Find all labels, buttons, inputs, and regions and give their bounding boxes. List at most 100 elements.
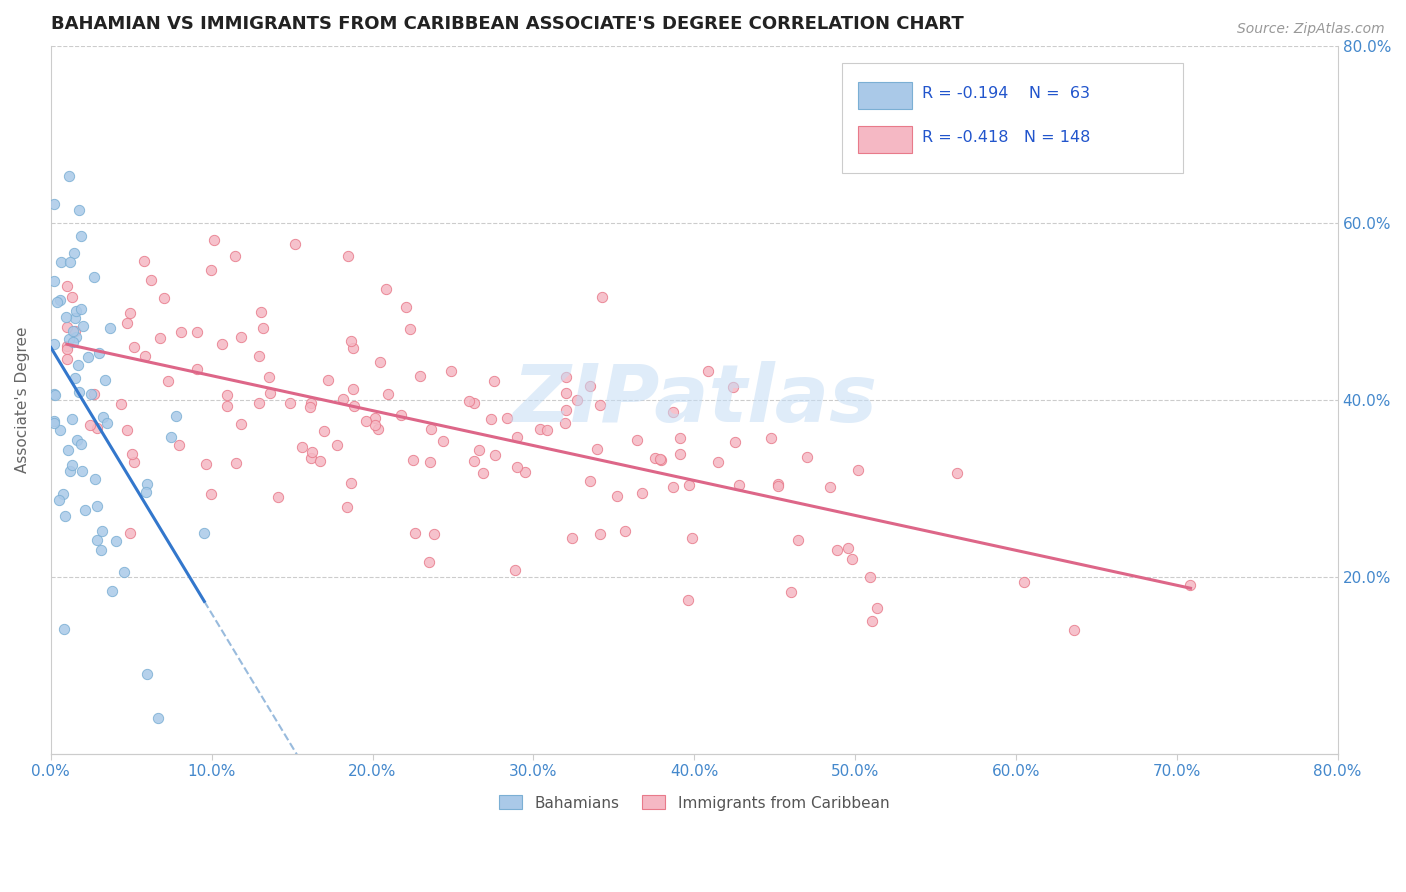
Point: [515, 466, 537, 480]
Point: [45, 295, 67, 310]
Point: [786, 533, 808, 548]
Point: [121, 447, 143, 461]
Point: [529, 422, 551, 436]
Point: [588, 398, 610, 412]
Point: [200, 262, 222, 277]
Point: [837, 541, 859, 555]
Legend: Bahamians, Immigrants from Caribbean: Bahamians, Immigrants from Caribbean: [494, 789, 896, 817]
Point: [200, 486, 222, 500]
Point: [678, 478, 700, 492]
Point: [67, 202, 90, 217]
Point: [115, 423, 138, 437]
Point: [354, 414, 377, 428]
Point: [169, 437, 191, 451]
Point: [58, 442, 80, 457]
Point: [337, 249, 360, 263]
Point: [42, 414, 65, 428]
Point: [316, 373, 339, 387]
Point: [252, 321, 274, 335]
Point: [669, 447, 692, 461]
Text: Source: ZipAtlas.com: Source: ZipAtlas.com: [1237, 22, 1385, 37]
Point: [395, 300, 418, 314]
FancyBboxPatch shape: [858, 127, 911, 153]
Point: [83, 270, 105, 285]
Point: [170, 325, 193, 339]
Point: [69, 229, 91, 244]
Point: [440, 364, 463, 378]
Point: [343, 399, 366, 413]
Point: [865, 600, 887, 615]
Point: [554, 416, 576, 430]
Point: [67, 384, 90, 399]
Point: [224, 249, 246, 263]
Point: [122, 455, 145, 469]
Point: [105, 533, 128, 548]
Point: [229, 330, 252, 344]
Point: [58, 254, 80, 268]
Point: [52, 487, 75, 501]
Point: [796, 450, 818, 464]
Point: [98, 321, 121, 335]
Point: [463, 395, 485, 409]
Point: [506, 430, 529, 444]
Point: [560, 531, 582, 545]
Point: [42, 197, 65, 211]
Point: [301, 445, 323, 459]
Point: [62, 335, 84, 350]
Point: [117, 316, 139, 330]
Point: [134, 253, 156, 268]
Point: [339, 334, 361, 349]
Point: [247, 395, 270, 409]
Point: [52, 622, 75, 636]
Point: [69, 436, 91, 450]
Point: [86, 421, 108, 435]
Point: [697, 364, 720, 378]
Point: [681, 531, 703, 545]
Point: [1063, 623, 1085, 637]
Point: [124, 340, 146, 354]
Y-axis label: Associate's Degree: Associate's Degree: [15, 326, 30, 473]
Point: [96, 416, 118, 430]
Point: [60, 290, 83, 304]
Point: [86, 500, 108, 514]
Point: [160, 430, 183, 444]
Point: [463, 453, 485, 467]
Point: [457, 394, 479, 409]
Point: [225, 456, 247, 470]
Point: [278, 396, 301, 410]
Point: [62, 324, 84, 338]
Point: [60, 458, 83, 472]
Point: [721, 380, 744, 394]
Point: [291, 440, 314, 454]
Point: [555, 403, 578, 417]
Point: [422, 527, 444, 541]
Point: [676, 593, 699, 607]
Point: [100, 584, 122, 599]
Point: [342, 342, 364, 356]
Point: [820, 480, 842, 494]
Point: [309, 454, 332, 468]
Point: [250, 305, 273, 319]
Point: [134, 349, 156, 363]
Point: [496, 411, 519, 425]
Point: [231, 417, 253, 432]
Point: [648, 451, 671, 466]
Point: [650, 453, 672, 467]
Point: [409, 369, 432, 384]
Point: [51, 255, 73, 269]
Point: [432, 434, 454, 448]
Point: [364, 417, 387, 432]
Text: ZIPatlas: ZIPatlas: [512, 360, 877, 439]
Point: [661, 405, 683, 419]
Point: [364, 411, 387, 425]
Point: [779, 585, 801, 599]
Point: [58, 169, 80, 183]
Point: [661, 479, 683, 493]
Point: [56, 352, 79, 367]
Point: [723, 435, 745, 450]
Point: [87, 345, 110, 359]
Point: [389, 408, 412, 422]
Point: [149, 331, 172, 345]
Point: [860, 614, 883, 628]
Point: [76, 350, 98, 364]
